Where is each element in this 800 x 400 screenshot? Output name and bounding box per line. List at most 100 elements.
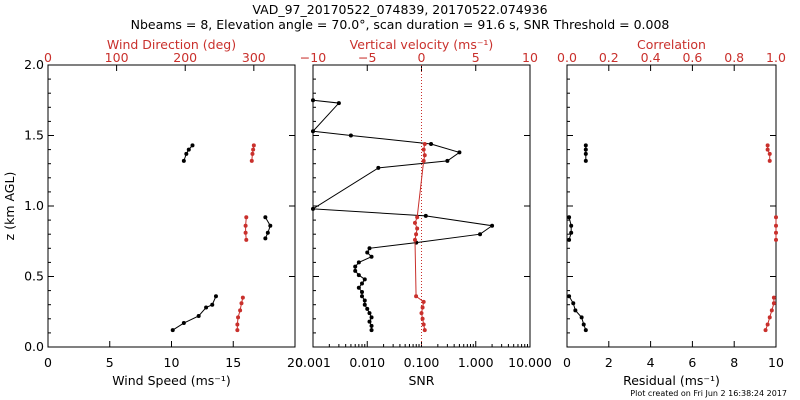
panel-1-series-2-point [235, 322, 240, 327]
y-tick-label: 1.0 [24, 198, 44, 213]
panel-2-series-1-point [348, 133, 353, 138]
panel-3-series-1-line [568, 217, 572, 240]
panel-3-series-2-point [765, 143, 770, 148]
panel-2-series-2-point [415, 226, 420, 231]
panel-2-series-1-line [311, 99, 494, 331]
panel-3-series-2-point [771, 295, 776, 300]
panel-2-series-1-point [311, 129, 315, 134]
panel-1-series-1-point [204, 305, 209, 310]
panel-3-bottom-tick-label: 6 [688, 355, 696, 370]
panel-2-series-1-point [311, 206, 315, 211]
panel-3-series-2-point [771, 301, 776, 306]
panel-1-top-tick-label: 100 [105, 50, 129, 65]
panel-2-series-1-point [369, 254, 374, 259]
panel-3-series-2-point [767, 158, 772, 163]
panel-1-series-2-line [251, 145, 255, 161]
panel-1-bottom-axis-label: Wind Speed (ms⁻¹) [112, 373, 231, 388]
panel-3-series-1-point [583, 147, 588, 152]
figure-title-line2: Nbeams = 8, Elevation angle = 70.0°, sca… [131, 17, 670, 32]
panel-2-series-1-point [457, 150, 462, 155]
panel-1-series-2-point [235, 328, 240, 333]
panel-2-bottom-tick-label: 1.000 [458, 355, 494, 370]
panel-1-series-2-point [239, 301, 244, 306]
panel-2-series-1-point [365, 306, 370, 311]
panel-2-series-1-point [353, 264, 358, 269]
panel-2-series-2-point [420, 316, 425, 321]
panel-1-series-1-line [172, 296, 217, 331]
panel-2-series-1-point [359, 294, 364, 299]
panel-3-series-1-point [569, 223, 574, 228]
y-tick-label: 1.5 [24, 128, 44, 143]
panel-3-series-2-point [769, 308, 774, 313]
panel-3-series-2-point [765, 147, 770, 152]
y-tick-label: 2.0 [24, 57, 44, 72]
panel-3-series-1-point [583, 158, 588, 163]
panel-1-series-1-point [170, 328, 175, 333]
panel-2-series-2-point [421, 322, 426, 327]
panel-3-top-tick-label: 0.2 [599, 50, 619, 65]
panel-1-series-2-point [244, 237, 249, 242]
panel-3-series-1-point [567, 215, 572, 220]
panel-2-series-2-point [421, 147, 426, 152]
panel-3-bottom-axis-label: Residual (ms⁻¹) [623, 373, 720, 388]
figure-title-line1: VAD_97_20170522_074839, 20170522.074936 [252, 2, 547, 17]
panel-2-top-axis-label: Vertical velocity (ms⁻¹) [350, 37, 494, 52]
panel-1-series-1-point [196, 313, 201, 318]
panel-1-top-tick-label: 200 [173, 50, 197, 65]
panel-1-bottom-tick-label: 20 [287, 355, 303, 370]
panel-2-series-1-point [311, 98, 315, 103]
y-tick-label: 0.0 [24, 339, 44, 354]
panel-2-series-1-point [362, 277, 367, 282]
panel-3-top-tick-label: 0.6 [682, 50, 702, 65]
panel-2-series-2-point [415, 215, 420, 220]
panel-1-series-2-point [244, 215, 249, 220]
panel-1-top-tick-label: 300 [242, 50, 266, 65]
panel-2-series-1-point [356, 273, 361, 278]
panel-2-series-1-point [445, 158, 450, 163]
panel-2-series-1-point [353, 268, 358, 273]
panel-3-series-2-point [767, 151, 772, 156]
panel-2-series-2-line [414, 143, 426, 331]
footer-text: Plot created on Fri Jun 2 16:38:24 2017 [630, 389, 787, 398]
panel-3-top-axis-label: Correlation [637, 37, 706, 52]
panel-2-series-1-point [362, 302, 367, 307]
panel-2-series-1-point [490, 223, 495, 228]
panel-3-series-1-point [583, 151, 588, 156]
panel-2-series-1-point [367, 311, 372, 316]
panel-2-series-1-point [356, 260, 361, 265]
panel-1-top-tick-label: 0 [44, 50, 52, 65]
panel-2-series-2-point [414, 294, 419, 299]
panel-1-series-2-line [245, 217, 247, 240]
panel-3-series-2-point [774, 237, 778, 242]
panel-2-series-1-point [362, 298, 367, 303]
panel-3-bottom-tick-label: 4 [647, 355, 655, 370]
panel-1-series-2-point [249, 158, 254, 163]
panel-1-series-1-point [213, 294, 218, 299]
panel-1-series-2-point [250, 151, 255, 156]
panel-3-series-1-point [567, 294, 572, 299]
panel-1-series-1-point [263, 215, 268, 220]
panel-3-top-tick-label: 0.0 [557, 50, 577, 65]
panel-2-series-1-point [356, 285, 361, 290]
panel-1-bottom-tick-label: 15 [225, 355, 241, 370]
panel-1-series-1-point [268, 223, 273, 228]
panel-3-top-tick-label: 0.8 [724, 50, 744, 65]
panel-2-series-1-point [367, 319, 372, 324]
panel-1-series-1-line [264, 217, 271, 239]
panel-2-series-1-point [369, 328, 374, 333]
panel-3-frame [566, 64, 777, 348]
panel-3-series-1-point [571, 301, 576, 306]
panel-3-top-tick-label: 1.0 [766, 50, 786, 65]
panel-2-top-tick-label: −10 [300, 50, 326, 65]
panel-2-bottom-tick-label: 0.001 [295, 355, 331, 370]
panel-1-series-2-point [243, 230, 248, 235]
panel-2-series-1-point [359, 281, 364, 286]
panel-2-series-2-point [421, 158, 426, 163]
panel-1-top-axis-label: Wind Direction (deg) [107, 37, 236, 52]
panel-2-series-1-point [429, 141, 434, 146]
panel-1-series-1-point [186, 147, 191, 152]
panel-2-series-1-point [423, 213, 428, 218]
panel-2-series-1-point [369, 315, 374, 320]
